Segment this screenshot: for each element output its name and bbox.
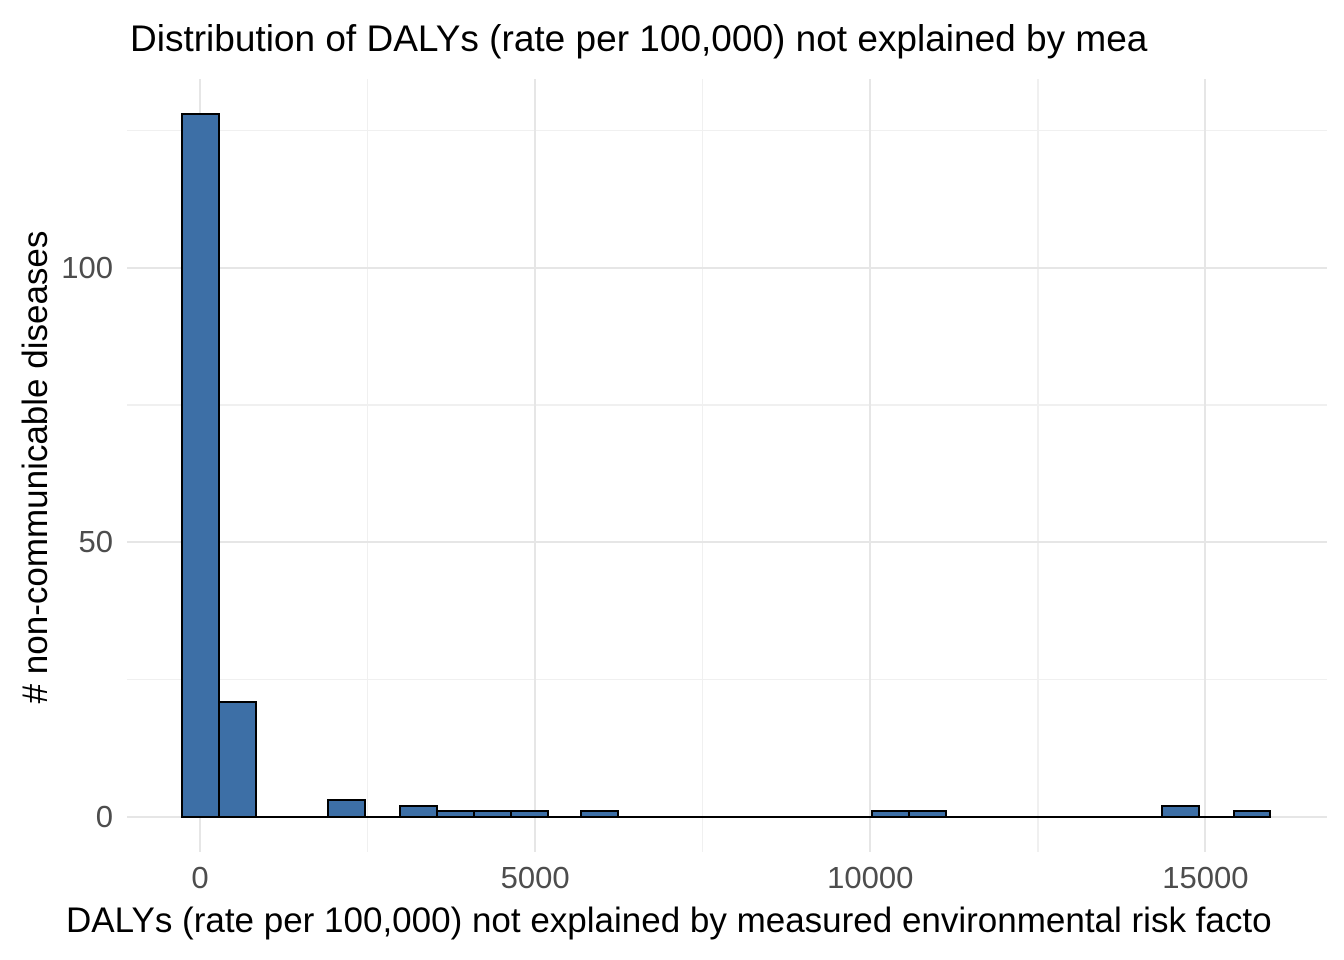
- x-tick-label: 15000: [1162, 860, 1249, 895]
- minor-gridline-y: [127, 129, 1327, 132]
- minor-gridline-x: [366, 79, 369, 852]
- histogram-baseline: [181, 815, 1271, 818]
- histogram-bar: [1232, 810, 1272, 818]
- major-gridline-y: [127, 266, 1327, 269]
- histogram-bar: [580, 810, 620, 818]
- y-tick-label: 0: [95, 798, 113, 834]
- x-tick-label: 5000: [500, 860, 570, 895]
- x-tick-label: 0: [191, 860, 209, 895]
- x-axis-title: DALYs (rate per 100,000) not explained b…: [66, 901, 1272, 940]
- histogram-bar: [907, 810, 947, 818]
- histogram-bar: [180, 113, 220, 818]
- histogram-bar: [1160, 804, 1200, 818]
- histogram-bar: [473, 810, 513, 818]
- chart-title: Distribution of DALYs (rate per 100,000)…: [130, 18, 1148, 59]
- minor-gridline-y: [127, 404, 1327, 406]
- histogram-bar: [510, 810, 550, 818]
- major-gridline-y: [127, 541, 1327, 544]
- minor-gridline-y: [127, 678, 1327, 681]
- major-gridline-x: [869, 79, 872, 852]
- histogram-bar: [436, 810, 476, 818]
- minor-gridline-x: [701, 79, 704, 852]
- histogram-bar: [327, 799, 367, 818]
- major-gridline-x: [534, 79, 537, 852]
- histogram-bar: [870, 810, 910, 818]
- histogram-bar: [217, 700, 257, 818]
- y-tick-label: 50: [78, 524, 113, 560]
- minor-gridline-x: [1037, 79, 1039, 852]
- y-axis-title: # non-communicable diseases: [16, 230, 55, 704]
- major-gridline-x: [1204, 79, 1207, 852]
- x-tick-label: 10000: [827, 860, 914, 895]
- histogram-bar: [399, 804, 439, 818]
- y-tick-label: 100: [61, 249, 113, 285]
- plot-panel: [127, 79, 1327, 852]
